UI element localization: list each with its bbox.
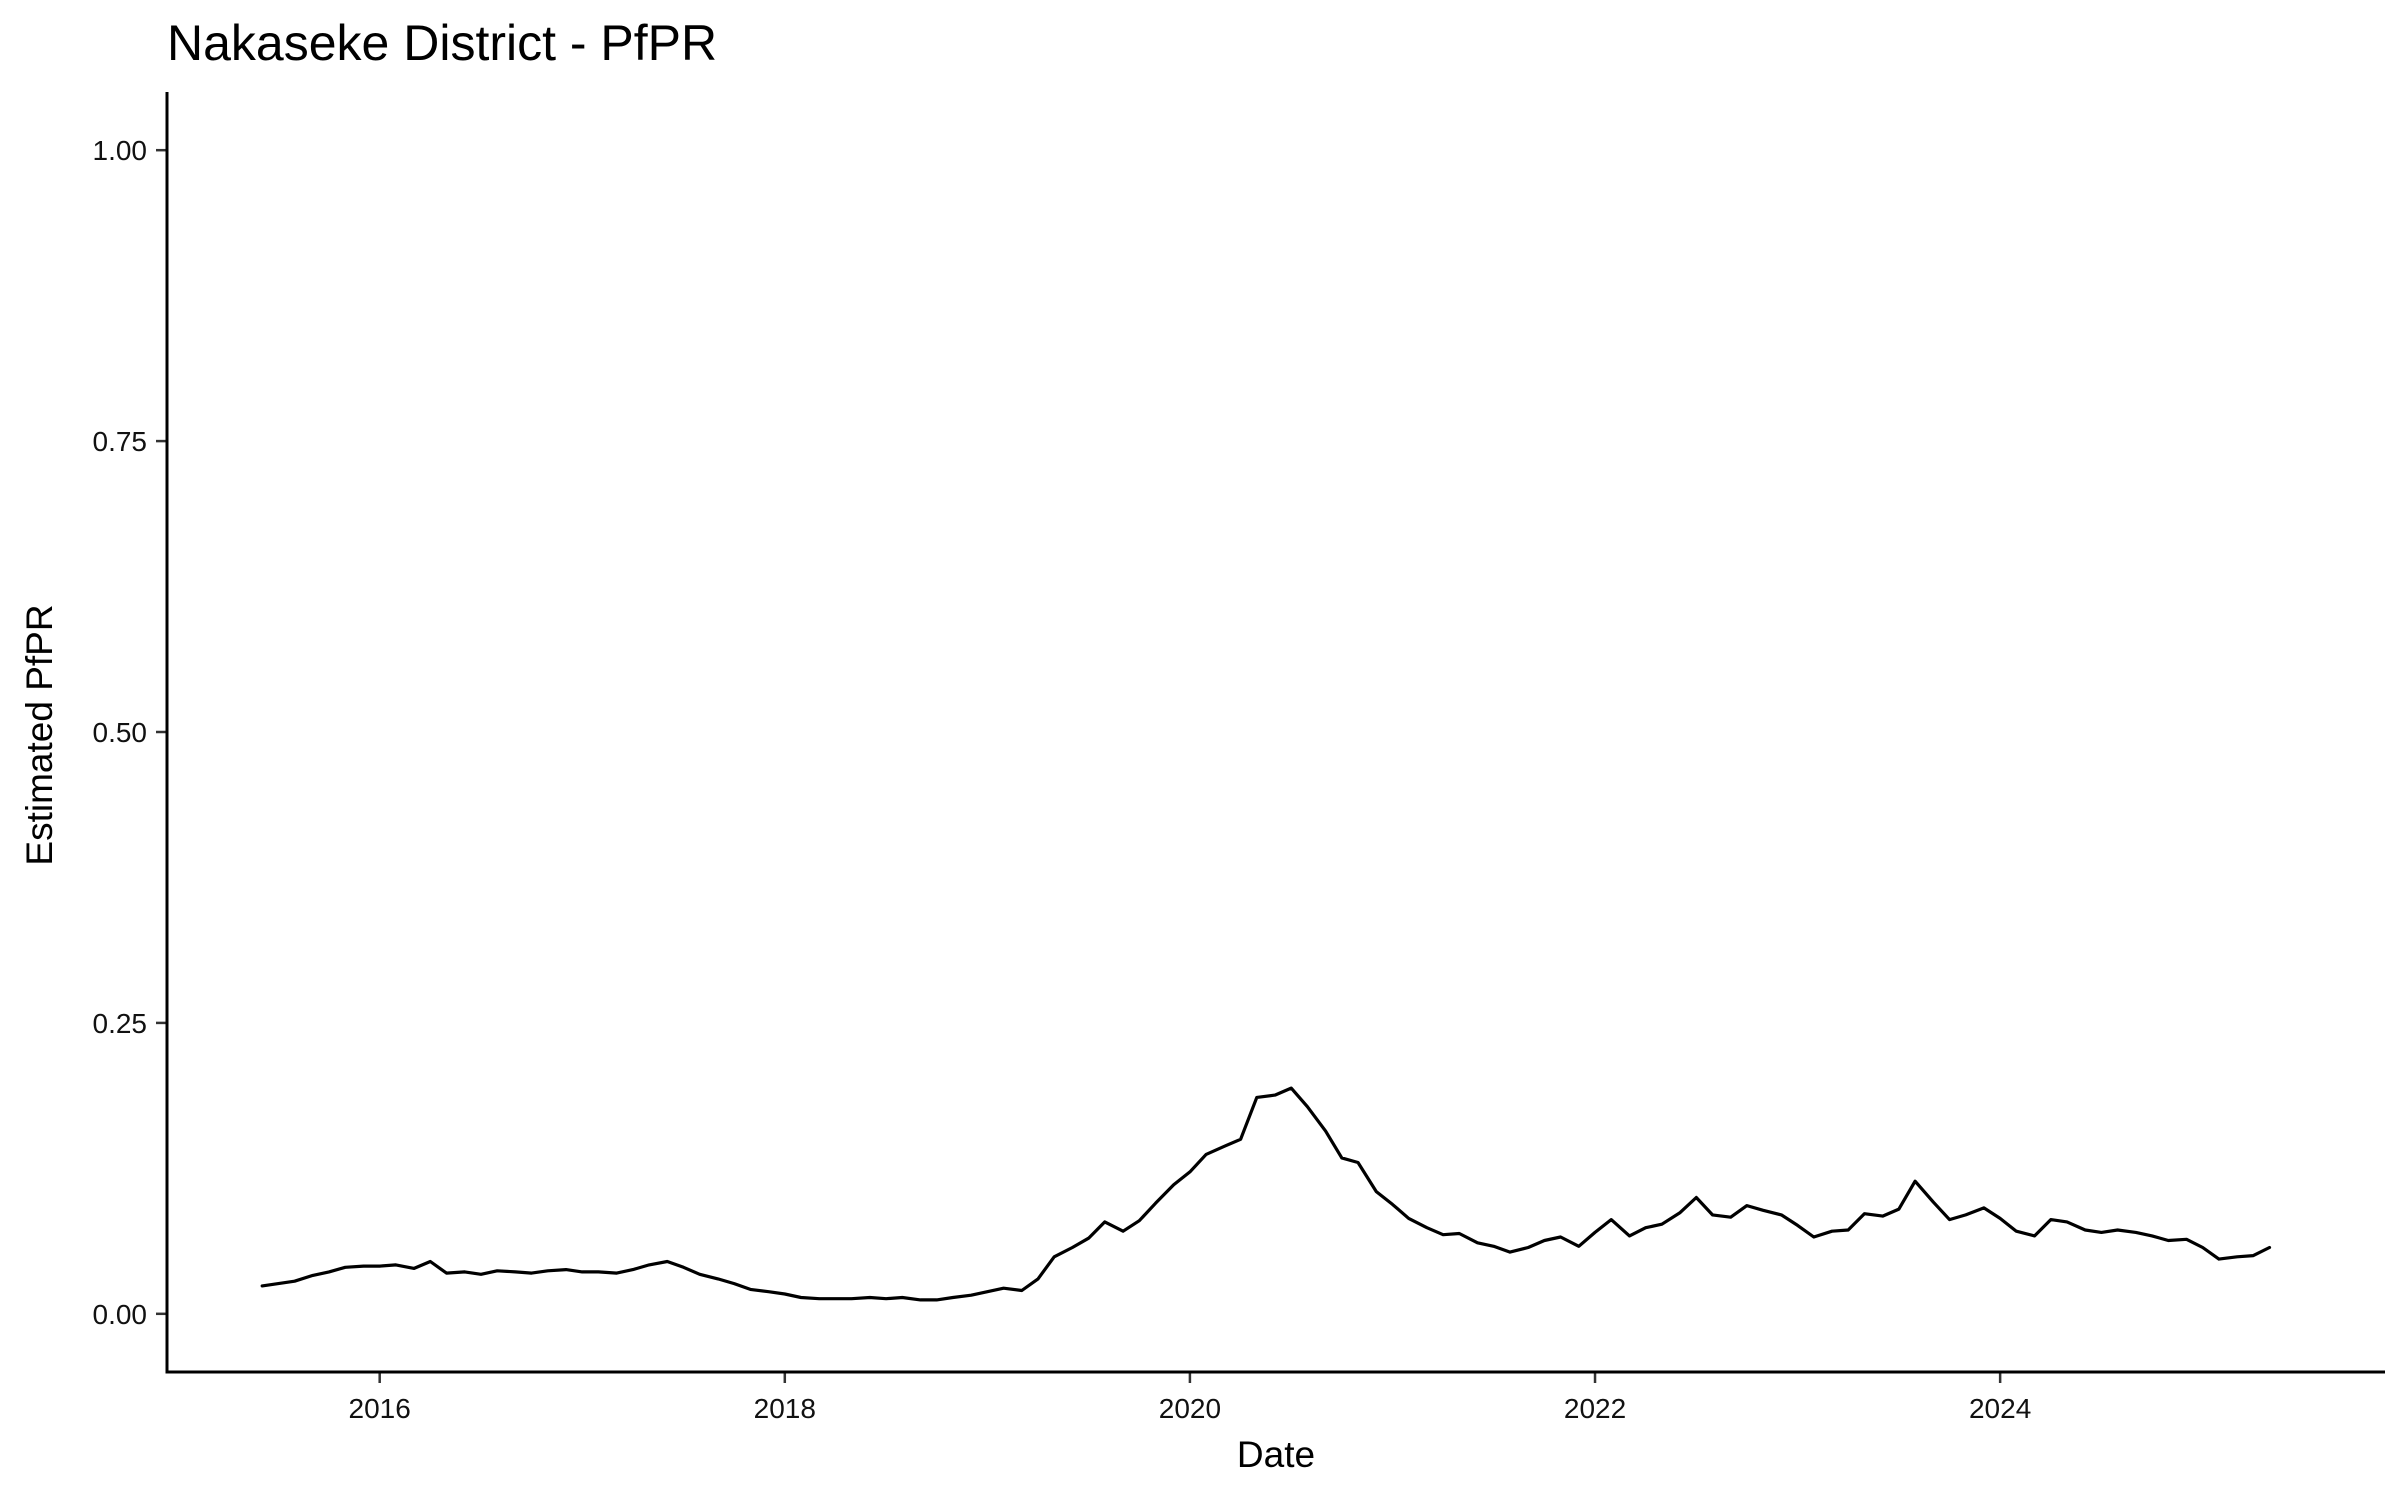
y-tick-label: 0.75 — [93, 426, 148, 457]
y-tick-label: 1.00 — [93, 135, 148, 166]
y-tick-label: 0.00 — [93, 1299, 148, 1330]
x-tick-label: 2022 — [1564, 1393, 1626, 1424]
x-axis-title: Date — [1237, 1434, 1315, 1475]
y-tick-label: 0.50 — [93, 717, 148, 748]
x-tick-label: 2016 — [349, 1393, 411, 1424]
x-tick-label: 2018 — [754, 1393, 816, 1424]
y-tick-label: 0.25 — [93, 1008, 148, 1039]
x-tick-label: 2024 — [1969, 1393, 2031, 1424]
series-line-pfpr — [260, 1086, 2272, 1302]
x-axis-ticks: 2016 2018 2020 2022 2024 — [349, 1372, 2031, 1424]
chart-title: Nakaseke District - PfPR — [167, 15, 717, 71]
x-tick-label: 2020 — [1159, 1393, 1221, 1424]
y-axis-ticks: 0.00 0.25 0.50 0.75 1.00 — [93, 135, 167, 1330]
y-axis-title: Estimated PfPR — [19, 604, 60, 865]
